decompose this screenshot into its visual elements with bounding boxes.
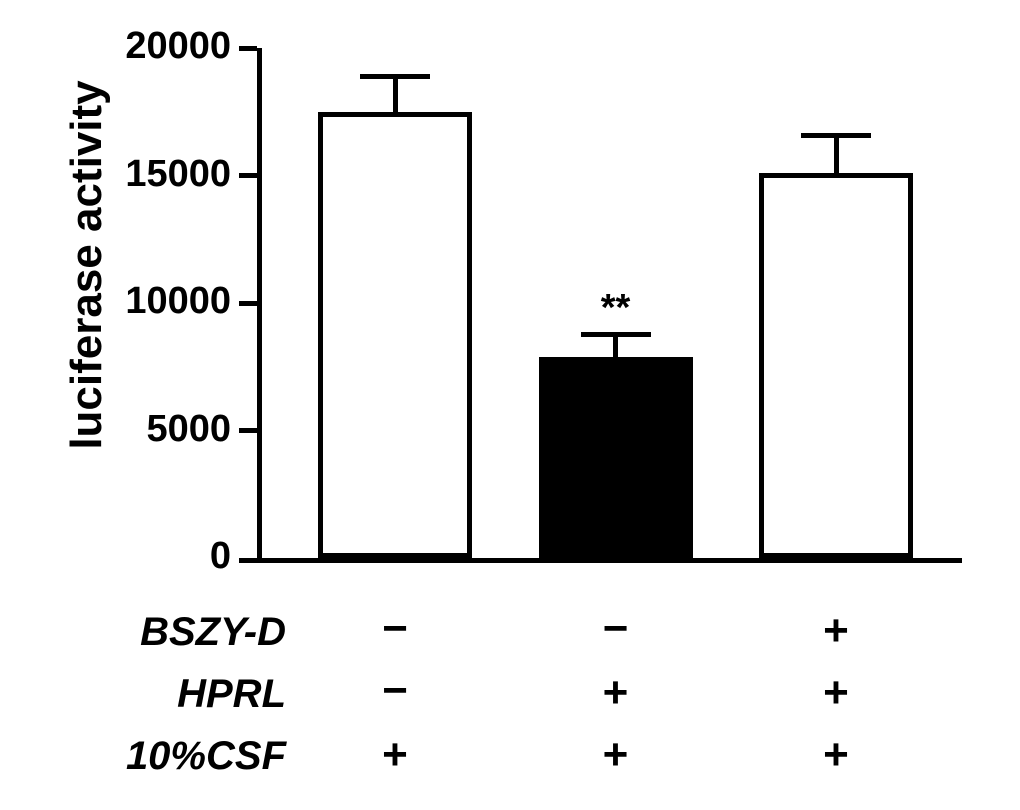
y-tick [239, 428, 257, 433]
condition-cell: + [796, 606, 876, 656]
condition-cell: − [355, 666, 435, 716]
condition-label: 10%CSF [0, 734, 286, 779]
y-tick-label: 0 [71, 535, 231, 578]
errorbar-cap [360, 74, 430, 79]
y-tick [239, 46, 257, 51]
y-axis-line [257, 48, 262, 563]
errorbar-stem [393, 76, 398, 112]
y-axis-title: luciferase activity [62, 10, 112, 520]
condition-cell: + [576, 730, 656, 780]
condition-label: BSZY-D [0, 610, 286, 655]
bar-2 [759, 173, 913, 558]
errorbar-stem [613, 335, 618, 357]
condition-cell: − [576, 604, 656, 654]
condition-label: HPRL [0, 672, 286, 717]
condition-cell: + [355, 730, 435, 780]
condition-cell: + [796, 730, 876, 780]
y-tick [239, 301, 257, 306]
condition-cell: + [576, 668, 656, 718]
errorbar-cap [801, 133, 871, 138]
condition-cell: − [355, 604, 435, 654]
bar-1 [539, 357, 693, 558]
significance-label: ** [566, 287, 666, 330]
x-axis-line [257, 558, 962, 563]
errorbar-cap [581, 332, 651, 337]
condition-cell: + [796, 668, 876, 718]
y-tick [239, 173, 257, 178]
errorbar-stem [834, 136, 839, 173]
bar-0 [318, 112, 472, 558]
y-tick [239, 558, 257, 563]
